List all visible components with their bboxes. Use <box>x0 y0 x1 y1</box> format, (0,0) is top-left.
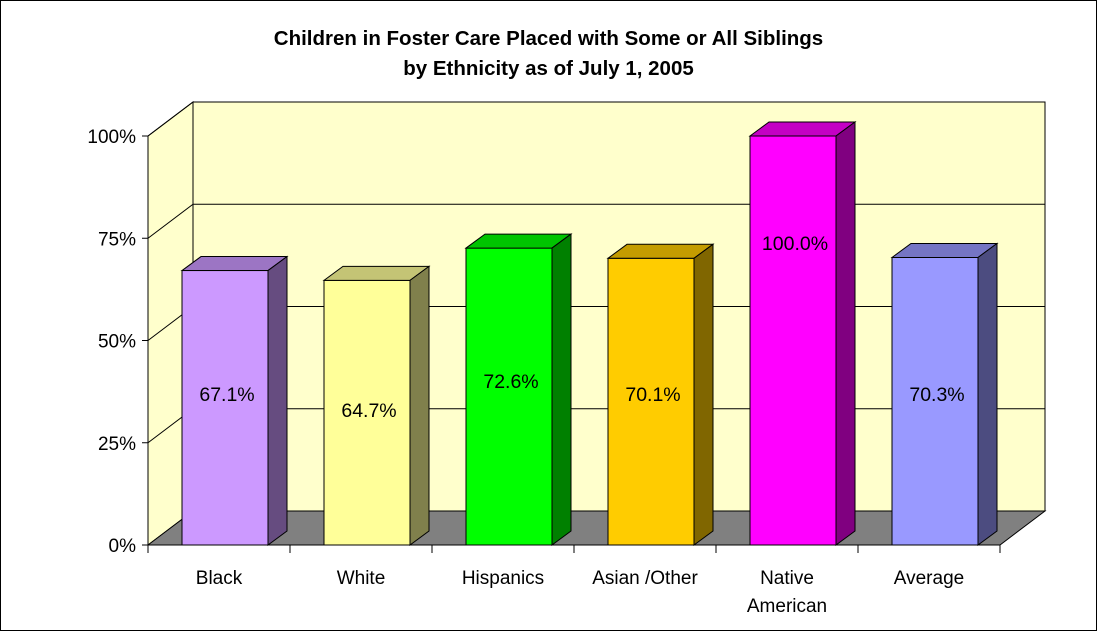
bar-side <box>977 242 998 546</box>
x-tick-label-line: Asian /Other <box>592 568 698 589</box>
y-tick-label: 25% <box>98 434 136 455</box>
x-tick-label: White <box>337 568 386 589</box>
y-tick-label: 0% <box>109 536 137 557</box>
x-tick-label-line: Average <box>894 568 964 589</box>
bar-side <box>693 243 714 546</box>
bar-2 <box>464 233 573 546</box>
bar-front <box>749 135 837 546</box>
labels: 0% 25% 50% 75% 100% 67.1% Black 64.7% White 72.6%… <box>87 127 964 617</box>
bar-3 <box>606 243 715 546</box>
axes <box>142 135 1001 553</box>
data-label: 100.0% <box>762 233 828 255</box>
bar-side <box>551 233 572 546</box>
x-tick-label-line: Native <box>760 568 814 589</box>
x-tick-label: Asian /Other <box>592 568 698 589</box>
bar-front <box>181 270 269 546</box>
bar-side <box>267 255 288 546</box>
chart-title-line-2: by Ethnicity as of July 1, 2005 <box>403 57 694 80</box>
bar-5 <box>890 242 999 546</box>
chart-title-line-1: Children in Foster Care Placed with Some… <box>273 27 824 50</box>
x-tick-label: Black <box>196 568 243 589</box>
bar-1 <box>322 265 431 546</box>
x-tick-label: Native American <box>747 568 827 617</box>
data-label: 70.1% <box>625 384 680 406</box>
data-label: 72.6% <box>483 371 538 393</box>
x-tick-label-line: Black <box>196 568 243 589</box>
x-tick-label: Hispanics <box>462 568 544 589</box>
x-tick-label-line: White <box>337 568 386 589</box>
y-tick-label: 75% <box>98 229 136 250</box>
bar-side <box>409 265 430 546</box>
bar-4 <box>748 121 857 546</box>
bar-front <box>891 256 979 546</box>
bar-front <box>607 257 695 546</box>
bars <box>180 121 999 546</box>
data-label: 70.3% <box>909 384 964 406</box>
bar-side <box>835 121 856 546</box>
y-tick-label: 50% <box>98 332 136 353</box>
bar-0 <box>180 255 289 546</box>
x-tick-label-line: Hispanics <box>462 568 544 589</box>
gridline <box>147 101 1045 137</box>
bar-front <box>465 247 553 546</box>
x-tick-label-line: American <box>747 596 827 617</box>
x-tick-label: Average <box>894 568 964 589</box>
data-label: 64.7% <box>341 400 396 422</box>
y-tick-label: 100% <box>87 127 136 148</box>
data-label: 67.1% <box>199 384 254 406</box>
chart-title: Children in Foster Care Placed with Some… <box>0 24 1097 84</box>
